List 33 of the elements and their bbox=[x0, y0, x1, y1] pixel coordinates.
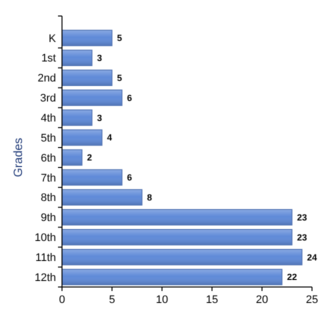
y-tick-label: 12th bbox=[34, 272, 56, 284]
y-axis-title: Grades bbox=[11, 138, 25, 178]
data-label: 6 bbox=[127, 172, 132, 183]
x-tick-label: 0 bbox=[58, 294, 66, 306]
data-label: 3 bbox=[97, 112, 102, 123]
y-tick-label: 3rd bbox=[40, 92, 56, 105]
y-tick-label: 10th bbox=[34, 232, 56, 244]
data-label: 22 bbox=[287, 272, 298, 282]
data-label: 23 bbox=[297, 212, 308, 222]
y-tick-label: 8th bbox=[40, 192, 56, 204]
data-label: 6 bbox=[127, 92, 132, 103]
data-label: 8 bbox=[147, 192, 152, 202]
data-label: 23 bbox=[297, 232, 308, 242]
y-tick-label: K bbox=[48, 32, 57, 45]
y-tick-label: 4th bbox=[40, 112, 56, 125]
x-tick-label: 15 bbox=[206, 294, 218, 306]
y-tick-label: 11th bbox=[35, 252, 56, 264]
data-label: 5 bbox=[117, 72, 122, 83]
y-tick-label: 9th bbox=[40, 212, 56, 224]
x-tick-label: 10 bbox=[156, 294, 168, 306]
data-label: 5 bbox=[117, 33, 122, 44]
data-label: 24 bbox=[307, 252, 318, 262]
x-tick-label: 20 bbox=[256, 294, 268, 306]
data-label: 2 bbox=[87, 152, 92, 163]
y-tick-label: 7th bbox=[40, 172, 56, 184]
y-tick-label: 6th bbox=[40, 152, 56, 164]
y-tick-label: 5th bbox=[40, 132, 56, 144]
x-tick-label: 25 bbox=[306, 294, 318, 306]
data-label: 4 bbox=[107, 132, 112, 143]
y-tick-label: 1st bbox=[41, 52, 56, 65]
y-tick-label: 2nd bbox=[38, 72, 56, 85]
data-label: 3 bbox=[97, 53, 102, 64]
x-tick-label: 5 bbox=[108, 294, 116, 306]
